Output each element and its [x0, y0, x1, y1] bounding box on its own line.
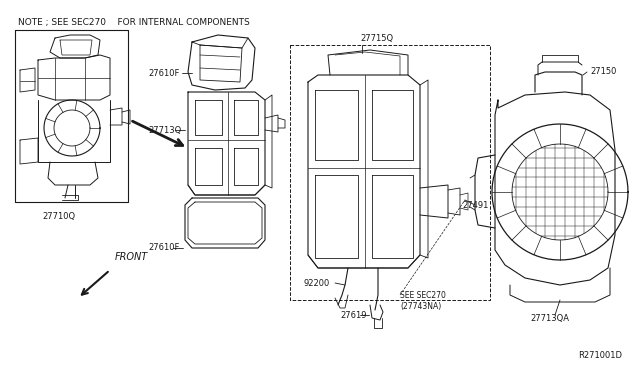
- Text: NOTE ; SEE SEC270    FOR INTERNAL COMPONENTS: NOTE ; SEE SEC270 FOR INTERNAL COMPONENT…: [18, 17, 250, 26]
- Text: (27743NA): (27743NA): [400, 302, 441, 311]
- Text: FRONT: FRONT: [115, 252, 148, 262]
- Text: 27491: 27491: [462, 201, 488, 209]
- Text: 92200: 92200: [303, 279, 329, 288]
- Text: SEE SEC270: SEE SEC270: [400, 291, 446, 299]
- Text: 27610F: 27610F: [148, 244, 179, 253]
- Text: 27619: 27619: [340, 311, 367, 320]
- Text: 27715Q: 27715Q: [360, 33, 393, 42]
- Text: 27710Q: 27710Q: [42, 212, 75, 221]
- Text: 27713QA: 27713QA: [530, 314, 569, 323]
- Text: 27713Q: 27713Q: [148, 125, 181, 135]
- Text: 27150: 27150: [590, 67, 616, 77]
- Text: 27610F: 27610F: [148, 68, 179, 77]
- Text: R271001D: R271001D: [578, 351, 622, 360]
